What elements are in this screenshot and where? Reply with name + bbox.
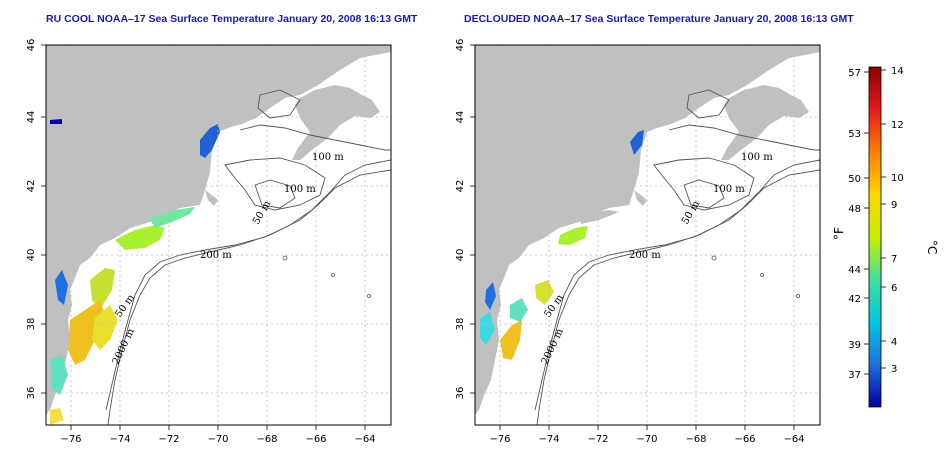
right-land-mainland <box>475 45 820 415</box>
colorbar-celsius-label: 9 <box>891 200 897 211</box>
colorbar-celsius-label: 3 <box>891 364 897 375</box>
right-land-long-island <box>579 210 619 224</box>
left-sst-southern-tip <box>50 408 64 425</box>
right-contour-label-200m: 200 m <box>629 250 661 261</box>
left-seamount-1 <box>282 255 288 261</box>
colorbar-celsius-unit: °C <box>925 240 939 254</box>
colorbar-celsius-label: 4 <box>891 337 897 348</box>
colorbar-fahrenheit-ticks: 57 53 50 48 44 42 39 37 <box>848 68 869 381</box>
left-lat-tick-label: 42 <box>26 180 37 193</box>
colorbar-celsius-label: 14 <box>891 66 904 77</box>
left-lon-tick-label: −74 <box>109 434 130 445</box>
right-lon-tick-label: −68 <box>685 434 706 445</box>
right-lon-tick-label: −66 <box>734 434 755 445</box>
colorbar-fahrenheit-label: 37 <box>848 370 861 381</box>
left-land-mainland <box>46 45 391 415</box>
right-lat-tick-label: 46 <box>455 39 466 52</box>
right-contour-label-100m-b: 100 m <box>713 184 745 195</box>
colorbar-fahrenheit-label: 57 <box>848 68 861 79</box>
right-contour-label-100m-a: 100 m <box>741 152 773 163</box>
left-lat-tick-label: 36 <box>26 387 37 400</box>
colorbar-fahrenheit-label: 50 <box>848 174 861 185</box>
colorbar-celsius-label: 7 <box>891 254 897 265</box>
left-sst-delmarva <box>90 268 115 310</box>
left-map: 100 m 100 m 50 m 200 m 50 m 2000 m −76 −7… <box>26 39 392 445</box>
colorbar-fahrenheit-label: 53 <box>848 129 861 140</box>
colorbar-celsius-label: 6 <box>891 283 897 294</box>
left-contour-label-200m: 200 m <box>200 250 232 261</box>
left-lat-tick-label: 46 <box>26 39 37 52</box>
left-lon-tick-label: −66 <box>305 434 326 445</box>
right-lat-tick-label: 40 <box>455 249 466 262</box>
right-seamount-3 <box>796 294 800 298</box>
right-sst-offshore-va <box>510 298 528 322</box>
right-sst-nc-coast <box>480 312 495 345</box>
right-land-cape-cod <box>634 190 647 206</box>
left-sst-virginia <box>68 300 105 365</box>
left-axis-ticks: −76 −74 −72 −70 −68 −66 −64 46 44 42 40 38 36 <box>26 39 376 445</box>
right-contours <box>534 89 820 425</box>
left-lon-tick-label: −68 <box>256 434 277 445</box>
left-sst-ny-bight <box>150 207 195 228</box>
right-lon-tick-label: −74 <box>538 434 559 445</box>
right-map-frame <box>474 44 821 426</box>
right-lat-tick-label: 44 <box>455 111 466 124</box>
right-grid <box>475 45 820 425</box>
right-lon-tick-label: −72 <box>587 434 608 445</box>
right-seamount-2 <box>760 273 764 277</box>
left-land-nova-scotia <box>292 85 380 160</box>
right-seamount-1 <box>711 255 717 261</box>
left-sst-lake <box>50 119 62 124</box>
left-lon-tick-label: −72 <box>158 434 179 445</box>
left-lon-tick-label: −64 <box>354 434 375 445</box>
left-lat-tick-label: 38 <box>26 318 37 331</box>
left-sst-nj-shelf <box>115 225 165 250</box>
left-sst-offshore-va <box>92 305 118 350</box>
right-lon-tick-label: −76 <box>489 434 510 445</box>
left-map-frame <box>45 44 392 426</box>
left-contour-label-100m-b: 100 m <box>284 184 316 195</box>
right-lon-tick-label: −70 <box>636 434 657 445</box>
right-lat-tick-label: 38 <box>455 318 466 331</box>
left-contours <box>105 89 391 425</box>
right-sst-maine-coast <box>630 130 644 155</box>
right-sst-virginia <box>500 320 522 360</box>
colorbar: 57 53 50 48 44 42 39 37 14 12 10 9 7 6 4 3 °F °C <box>832 66 939 408</box>
colorbar-celsius-label: 10 <box>891 173 904 184</box>
left-lon-tick-label: −70 <box>207 434 228 445</box>
right-lon-tick-label: −64 <box>783 434 804 445</box>
left-lat-tick-label: 44 <box>26 111 37 124</box>
left-sst-nc-coast <box>50 355 68 395</box>
right-land-nova-scotia <box>721 85 809 160</box>
right-map: 100 m 100 m 50 m 200 m 50 m 2000 m −76 −7… <box>455 39 821 445</box>
colorbar-strip <box>868 66 882 408</box>
colorbar-fahrenheit-label: 48 <box>848 204 861 215</box>
left-lon-tick-label: −76 <box>60 434 81 445</box>
colorbar-fahrenheit-label: 44 <box>848 265 861 276</box>
left-seamount-3 <box>367 294 371 298</box>
right-panel-title: DECLOUDED NOAA–17 Sea Surface Temperatur… <box>464 13 854 25</box>
colorbar-fahrenheit-label: 42 <box>848 294 861 305</box>
colorbar-celsius-label: 12 <box>891 120 904 131</box>
left-grid <box>46 45 391 425</box>
right-axis-ticks: −76 −74 −72 −70 −68 −66 −64 46 44 42 40 38 36 <box>455 39 805 445</box>
right-sst-chesapeake <box>485 282 496 310</box>
left-sst-chesapeake <box>55 270 68 305</box>
left-seamount-2 <box>331 273 335 277</box>
left-contour-label-100m-a: 100 m <box>312 152 344 163</box>
left-land-cape-cod <box>205 190 218 206</box>
right-sst-nj-shelf <box>558 226 588 245</box>
right-lat-tick-label: 42 <box>455 180 466 193</box>
colorbar-fahrenheit-label: 39 <box>848 340 861 351</box>
colorbar-celsius-ticks: 14 12 10 9 7 6 4 3 <box>881 66 904 375</box>
left-lat-tick-label: 40 <box>26 249 37 262</box>
left-panel-title: RU COOL NOAA–17 Sea Surface Temperature … <box>46 13 418 25</box>
right-lat-tick-label: 36 <box>455 387 466 400</box>
colorbar-fahrenheit-unit: °F <box>832 227 846 240</box>
left-sst-maine-coast <box>200 124 220 158</box>
